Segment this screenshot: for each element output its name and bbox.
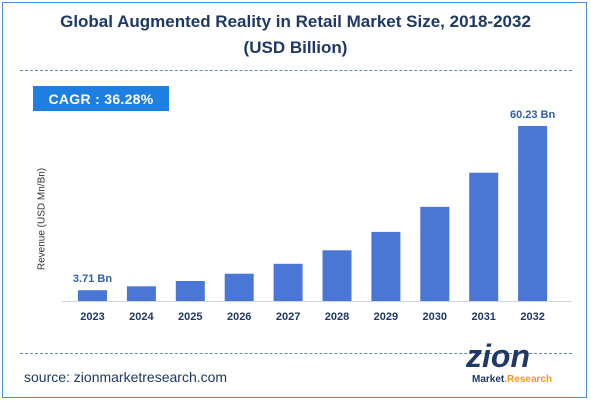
- x-tick-label: 2029: [374, 311, 398, 323]
- bar-2032: [518, 126, 548, 301]
- logo-subtitle: Market.Research: [472, 374, 553, 385]
- x-tick-label: 2023: [80, 311, 104, 323]
- bar-2031: [469, 172, 499, 301]
- x-tick-label: 2027: [276, 311, 300, 323]
- bar-2026: [224, 273, 254, 301]
- top-divider: [20, 70, 572, 71]
- logo-sub-left: Market: [472, 374, 505, 385]
- bar-2024: [126, 286, 156, 301]
- x-tick-label: 2024: [129, 311, 154, 323]
- bar-2029: [371, 231, 401, 301]
- bar-2025: [175, 280, 205, 301]
- x-tick-label: 2028: [325, 311, 349, 323]
- chart-title: Global Augmented Reality in Retail Marke…: [60, 12, 531, 31]
- bottom-divider: [20, 353, 572, 354]
- data-label: 3.71 Bn: [73, 273, 112, 285]
- source-text: source: zionmarketresearch.com: [24, 369, 228, 385]
- cagr-badge: CAGR : 36.28%: [33, 86, 169, 111]
- bar-2030: [420, 206, 450, 301]
- bar-2023: [78, 290, 107, 301]
- chart-subtitle: (USD Billion): [243, 38, 348, 57]
- x-tick-label: 2026: [227, 311, 251, 323]
- x-tick-label: 2031: [471, 311, 495, 323]
- zion-logo: zion Market.Research: [462, 338, 574, 394]
- bar-2028: [322, 250, 352, 301]
- x-tick-label: 2030: [423, 311, 447, 323]
- x-tick-label: 2032: [520, 311, 544, 323]
- bar-2027: [273, 263, 303, 301]
- x-tick-label: 2025: [178, 311, 202, 323]
- data-label: 60.23 Bn: [510, 109, 556, 121]
- logo-sub-right: Research: [507, 374, 553, 385]
- logo-wordmark: zion: [466, 338, 530, 374]
